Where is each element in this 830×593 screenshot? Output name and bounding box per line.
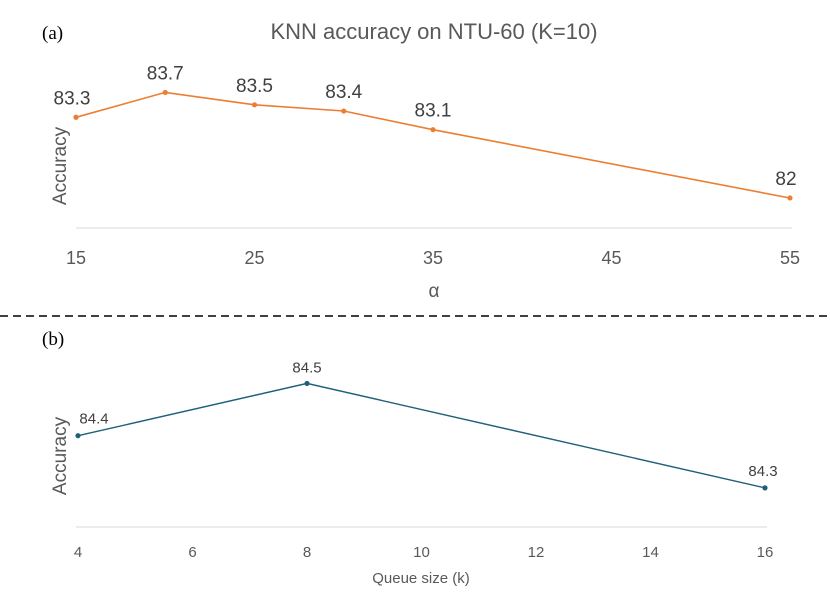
a-data-point: [251, 102, 258, 108]
b-data-label: 84.5: [292, 359, 321, 376]
b-data-point: [304, 380, 310, 387]
a-x-tick-label: 55: [780, 248, 800, 268]
a-data-point: [787, 195, 793, 201]
b-x-tick-label: 12: [528, 544, 545, 561]
a-data-label: 83.7: [147, 63, 184, 84]
a-data-point: [73, 114, 79, 120]
panel-a-x-axis-title: α: [429, 281, 440, 302]
b-data-label: 84.3: [748, 463, 777, 480]
panel-b: (b) Accuracy Queue size (k) 4 6 8 10 12 14 16 …: [42, 329, 778, 587]
b-data-point: [75, 433, 81, 439]
a-data-label: 82: [775, 169, 796, 190]
a-data-point: [162, 89, 168, 96]
b-x-tick-label: 4: [74, 544, 82, 561]
panel-b-data-labels: 84.4 84.5 84.3: [79, 359, 777, 479]
panel-b-label: (b): [42, 329, 64, 350]
b-x-tick-label: 6: [188, 544, 196, 561]
panel-a-x-ticks: 15 25 35 45 55: [66, 248, 800, 268]
b-data-label: 84.4: [79, 411, 108, 428]
panel-b-y-axis-title: Accuracy: [50, 416, 71, 495]
a-data-point: [430, 127, 436, 133]
b-x-tick-label: 16: [757, 544, 774, 561]
a-x-tick-label: 25: [244, 248, 264, 268]
panel-b-x-axis-title: Queue size (k): [372, 570, 470, 587]
a-data-label: 83.3: [54, 88, 91, 109]
panel-b-x-ticks: 4 6 8 10 12 14 16: [74, 544, 774, 561]
b-x-tick-label: 10: [413, 544, 430, 561]
panel-b-points: [75, 380, 768, 491]
panel-a-y-axis-title: Accuracy: [50, 126, 71, 205]
b-data-point: [762, 485, 768, 491]
a-data-label: 83.1: [415, 101, 452, 122]
a-x-tick-label: 45: [601, 248, 621, 268]
panel-b-series-line: [77, 382, 766, 489]
panel-a-series-line: [75, 91, 791, 199]
chart-title: KNN accuracy on NTU-60 (K=10): [270, 19, 597, 44]
a-data-label: 83.5: [236, 76, 273, 97]
b-x-tick-label: 14: [642, 544, 659, 561]
b-x-tick-label: 8: [303, 544, 311, 561]
panel-a: (a) KNN accuracy on NTU-60 (K=10) Accura…: [42, 19, 800, 302]
panel-a-data-labels: 83.3 83.7 83.5 83.4 83.1 82: [54, 63, 797, 190]
panel-a-label: (a): [42, 23, 63, 44]
panel-a-points: [73, 89, 793, 201]
a-x-tick-label: 15: [66, 248, 86, 268]
a-data-point: [341, 108, 347, 114]
a-data-label: 83.4: [325, 82, 362, 103]
a-x-tick-label: 35: [423, 248, 443, 268]
